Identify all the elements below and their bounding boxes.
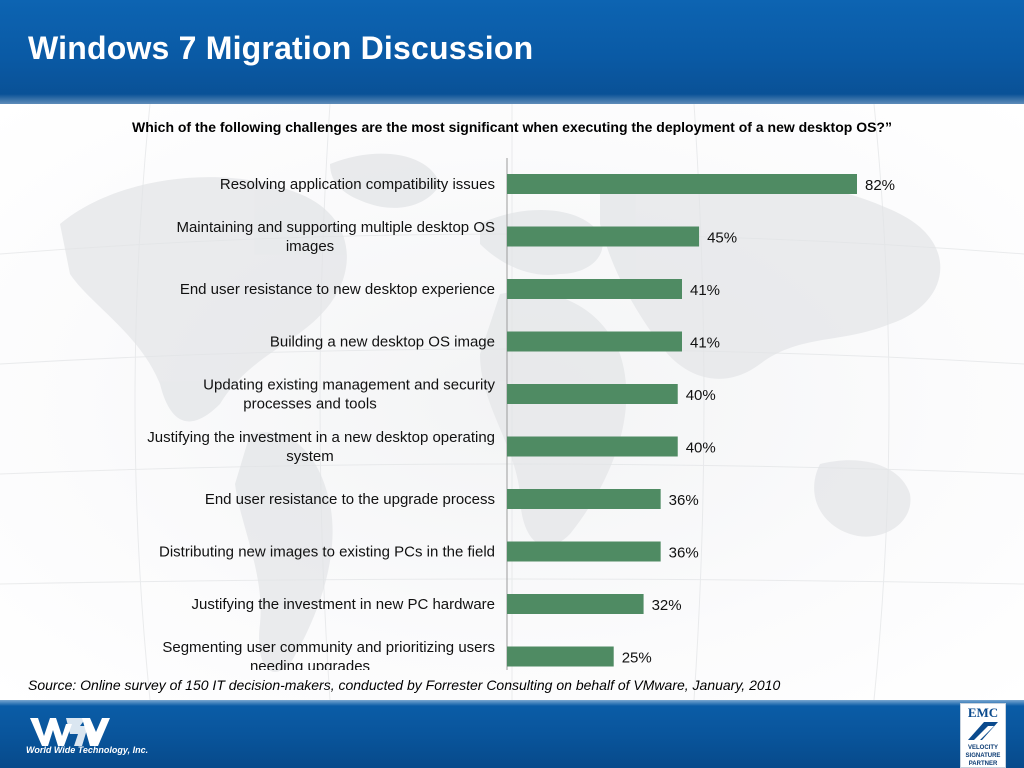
world-map-background bbox=[0, 104, 1024, 700]
category-label-line: system bbox=[286, 448, 334, 465]
page-title: Windows 7 Migration Discussion bbox=[28, 30, 534, 66]
category-label: Segmenting user community and prioritizi… bbox=[162, 639, 495, 670]
category-label-line: Segmenting user community and prioritizi… bbox=[162, 639, 495, 656]
category-label-line: Distributing new images to existing PCs … bbox=[159, 544, 495, 561]
value-label: 40% bbox=[686, 440, 716, 457]
category-label-line: needing upgrades bbox=[250, 658, 370, 670]
badge-line-velocity: VELOCITY bbox=[967, 745, 998, 751]
value-label: 32% bbox=[652, 597, 682, 614]
bar bbox=[507, 226, 700, 247]
category-label: Justifying the investment in a new deskt… bbox=[147, 429, 495, 465]
bar bbox=[507, 331, 682, 352]
badge-line-signature: SIGNATURE bbox=[965, 753, 1001, 759]
value-label: 25% bbox=[622, 650, 652, 667]
category-label: Distributing new images to existing PCs … bbox=[159, 544, 495, 561]
category-label-line: images bbox=[286, 238, 334, 255]
value-label: 41% bbox=[690, 335, 720, 352]
value-label: 82% bbox=[865, 177, 895, 194]
bar bbox=[507, 594, 644, 614]
footer-bar bbox=[0, 700, 1024, 768]
category-label: Updating existing management and securit… bbox=[203, 377, 495, 413]
category-label-line: End user resistance to the upgrade proce… bbox=[205, 491, 495, 508]
bar bbox=[507, 646, 614, 667]
category-label: Maintaining and supporting multiple desk… bbox=[176, 219, 495, 255]
category-label-line: Maintaining and supporting multiple desk… bbox=[176, 219, 495, 236]
category-label-line: Justifying the investment in new PC hard… bbox=[192, 596, 495, 613]
category-label-line: Justifying the investment in a new deskt… bbox=[147, 429, 495, 446]
category-label-line: End user resistance to new desktop exper… bbox=[180, 281, 495, 298]
category-label-line: Building a new desktop OS image bbox=[270, 334, 495, 351]
bar bbox=[507, 541, 661, 562]
emc-brand-text: EMC bbox=[967, 705, 999, 720]
value-label: 36% bbox=[669, 492, 699, 509]
value-label: 36% bbox=[669, 545, 699, 562]
velocity-swoosh-icon bbox=[968, 722, 998, 740]
bar bbox=[507, 384, 678, 404]
bar bbox=[507, 489, 661, 509]
category-label-line: Resolving application compatibility issu… bbox=[220, 176, 495, 193]
category-label: Resolving application compatibility issu… bbox=[220, 176, 495, 193]
category-label: End user resistance to new desktop exper… bbox=[180, 281, 495, 298]
value-label: 40% bbox=[686, 387, 716, 404]
value-label: 45% bbox=[707, 230, 737, 247]
category-label-line: processes and tools bbox=[243, 396, 376, 413]
bar bbox=[507, 436, 678, 457]
company-name: World Wide Technology, Inc. bbox=[26, 745, 149, 755]
emc-partner-badge: EMC VELOCITY SIGNATURE PARTNER bbox=[960, 703, 1006, 768]
bar bbox=[507, 279, 682, 299]
bar-chart: Resolving application compatibility issu… bbox=[147, 158, 895, 670]
category-label-line: Updating existing management and securit… bbox=[203, 377, 495, 394]
category-label: Justifying the investment in new PC hard… bbox=[192, 596, 495, 613]
chart-question: Which of the following challenges are th… bbox=[132, 119, 892, 135]
source-note: Source: Online survey of 150 IT decision… bbox=[28, 677, 781, 693]
category-label: End user resistance to the upgrade proce… bbox=[205, 491, 495, 508]
category-label: Building a new desktop OS image bbox=[270, 334, 495, 351]
badge-line-partner: PARTNER bbox=[968, 761, 998, 767]
wwt-logo bbox=[30, 718, 110, 746]
title-bar: Windows 7 Migration Discussion bbox=[0, 0, 1024, 104]
bar bbox=[507, 174, 857, 194]
value-label: 41% bbox=[690, 282, 720, 299]
